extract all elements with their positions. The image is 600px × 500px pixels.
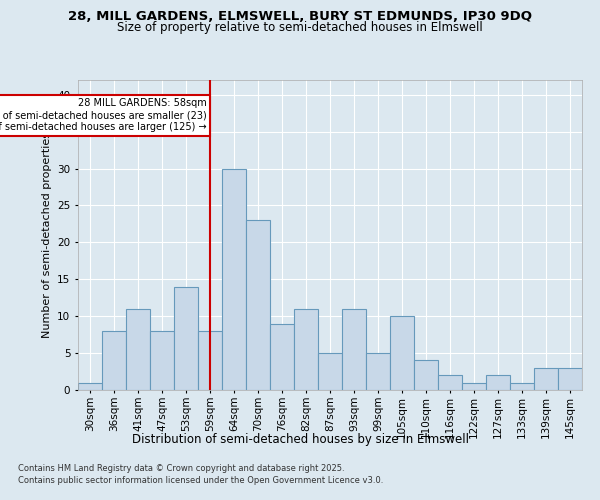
Bar xyxy=(78,382,102,390)
Bar xyxy=(462,382,486,390)
Bar xyxy=(102,331,126,390)
Bar xyxy=(174,286,198,390)
Y-axis label: Number of semi-detached properties: Number of semi-detached properties xyxy=(41,132,52,338)
Text: Distribution of semi-detached houses by size in Elmswell: Distribution of semi-detached houses by … xyxy=(131,432,469,446)
Bar xyxy=(222,168,246,390)
Text: Contains HM Land Registry data © Crown copyright and database right 2025.: Contains HM Land Registry data © Crown c… xyxy=(18,464,344,473)
Bar xyxy=(390,316,414,390)
Bar xyxy=(126,309,150,390)
Bar xyxy=(534,368,558,390)
Bar xyxy=(438,375,462,390)
Bar xyxy=(294,309,318,390)
Bar xyxy=(510,382,534,390)
Bar xyxy=(414,360,438,390)
Bar xyxy=(558,368,582,390)
Text: 28, MILL GARDENS, ELMSWELL, BURY ST EDMUNDS, IP30 9DQ: 28, MILL GARDENS, ELMSWELL, BURY ST EDMU… xyxy=(68,10,532,23)
Text: Contains public sector information licensed under the Open Government Licence v3: Contains public sector information licen… xyxy=(18,476,383,485)
Bar xyxy=(486,375,510,390)
Text: Size of property relative to semi-detached houses in Elmswell: Size of property relative to semi-detach… xyxy=(117,22,483,35)
Bar xyxy=(318,353,342,390)
Bar xyxy=(246,220,270,390)
Bar xyxy=(150,331,174,390)
Bar xyxy=(366,353,390,390)
Bar xyxy=(342,309,366,390)
Bar xyxy=(270,324,294,390)
Bar xyxy=(198,331,222,390)
Text: 28 MILL GARDENS: 58sqm
← 16% of semi-detached houses are smaller (23)
84% of sem: 28 MILL GARDENS: 58sqm ← 16% of semi-det… xyxy=(0,98,206,132)
